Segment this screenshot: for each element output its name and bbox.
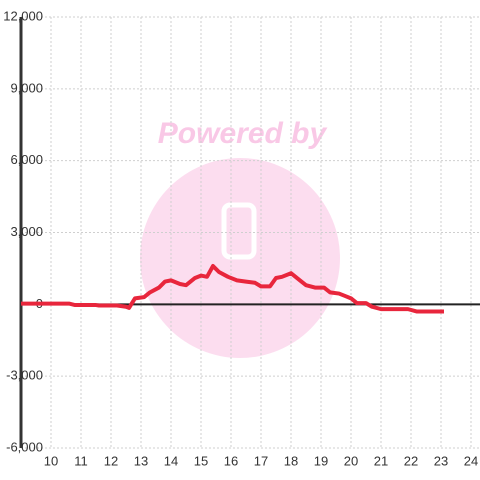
y-tick-label: 6,000: [10, 152, 43, 167]
x-tick-label: 15: [194, 453, 208, 468]
x-tick-label: 18: [284, 453, 298, 468]
y-tick-label: 12,000: [3, 8, 43, 23]
y-tick-label: 9,000: [10, 80, 43, 95]
x-tick-label: 23: [434, 453, 448, 468]
x-tick-label: 14: [164, 453, 178, 468]
x-tick-label: 17: [254, 453, 268, 468]
x-tick-label: 19: [314, 453, 328, 468]
x-tick-label: 12: [104, 453, 118, 468]
y-tick-label: -6,000: [6, 439, 43, 454]
x-tick-label: 24: [464, 453, 478, 468]
y-tick-label: 3,000: [10, 224, 43, 239]
y-tick-label: -3,000: [6, 368, 43, 383]
data-line: [21, 264, 444, 314]
x-tick-label: 22: [404, 453, 418, 468]
x-tick-label: 21: [374, 453, 388, 468]
x-tick-label: 16: [224, 453, 238, 468]
x-tick-label: 10: [44, 453, 58, 468]
watermark: Powered by: [158, 117, 328, 150]
x-tick-label: 13: [134, 453, 148, 468]
x-tick-label: 20: [344, 453, 358, 468]
x-tick-label: 11: [74, 453, 88, 468]
watermark-logo: [140, 158, 340, 358]
